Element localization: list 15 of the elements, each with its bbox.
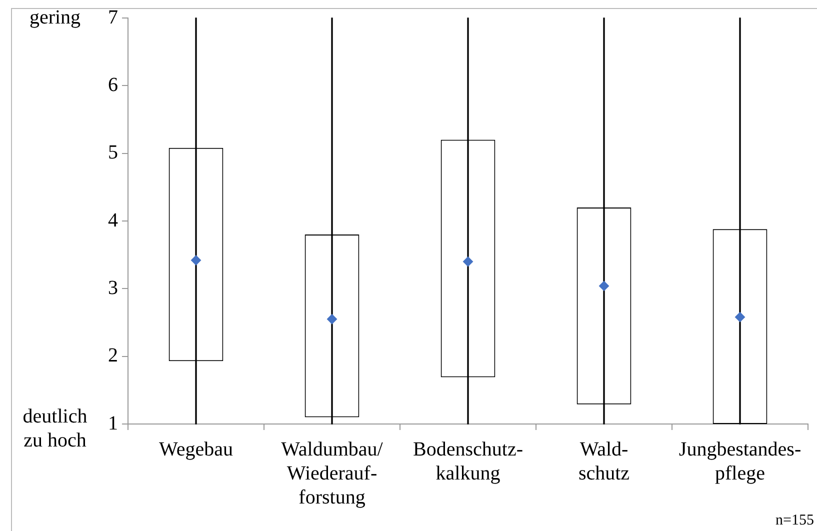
y-tick-label: 3 xyxy=(108,276,118,299)
y-tick-label: 5 xyxy=(108,142,118,164)
y-tick-label: 7 xyxy=(108,6,118,28)
x-tick-label: Wald- schutz xyxy=(578,438,630,484)
text: deutlich zu hoch xyxy=(22,405,88,452)
x-tick-label: Wegebau xyxy=(159,438,233,460)
y-tick-label: 4 xyxy=(108,209,118,232)
x-tick-label: Bodenschutz- kalkung xyxy=(413,438,523,484)
x-tick-label: Jungbestandes- pflege xyxy=(678,438,802,484)
text: gering xyxy=(29,6,81,28)
text: n=155 xyxy=(776,512,814,528)
x-tick-label: Waldumbau/ Wiederauf- forstung xyxy=(281,438,384,508)
y-tick-label: 6 xyxy=(108,74,118,96)
y-tick-label: 2 xyxy=(108,344,118,367)
y-tick-label: 1 xyxy=(108,412,118,434)
